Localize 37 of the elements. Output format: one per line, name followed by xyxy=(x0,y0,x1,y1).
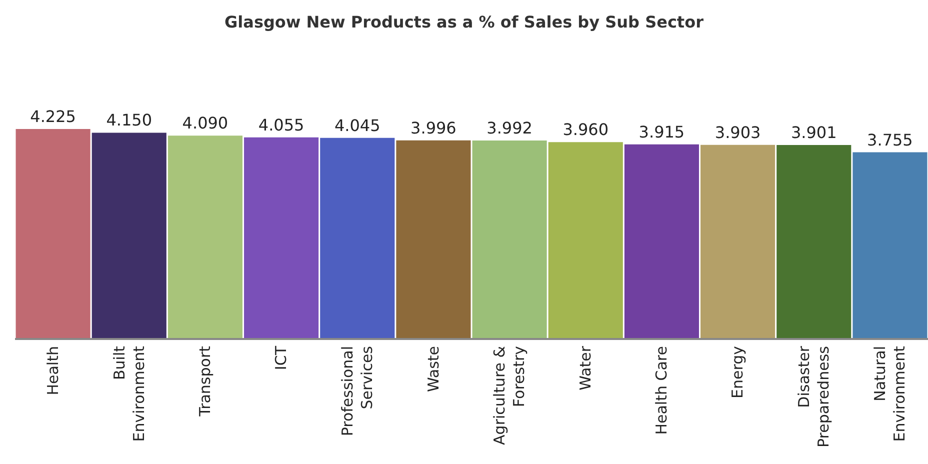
data-label: 3.901 xyxy=(790,123,837,142)
bar xyxy=(396,140,471,338)
chart-title: Glasgow New Products as a % of Sales by Sub Sector xyxy=(224,12,704,32)
data-label: 4.225 xyxy=(30,107,76,126)
data-label: 4.045 xyxy=(334,116,380,135)
bar xyxy=(472,140,547,338)
x-tick-label: Transport xyxy=(196,346,214,418)
x-tick-label: Professional Services xyxy=(338,346,376,436)
data-label: 3.992 xyxy=(486,118,532,138)
data-label: 3.960 xyxy=(562,120,609,140)
x-tick-label: Agriculture & Forestry xyxy=(490,346,528,445)
x-tick-label: ICT xyxy=(272,345,290,370)
x-tick-label: Disaster Preparedness xyxy=(794,345,832,448)
bar xyxy=(624,144,699,338)
data-label: 3.996 xyxy=(410,118,456,138)
bar xyxy=(548,142,623,338)
x-tick-label: Health xyxy=(44,346,62,396)
bar xyxy=(700,144,776,338)
data-label: 4.090 xyxy=(182,114,228,133)
bar xyxy=(16,129,90,338)
data-label: 3.755 xyxy=(867,130,913,150)
x-tick-label: Built Environment xyxy=(110,346,148,442)
bar xyxy=(852,152,928,338)
bar xyxy=(92,132,166,338)
x-tick-label: Energy xyxy=(728,346,747,399)
bar xyxy=(168,136,242,338)
data-label: 4.150 xyxy=(106,110,152,130)
data-label: 3.915 xyxy=(638,122,685,142)
x-tick-label: Waste xyxy=(424,346,442,392)
data-label: 4.055 xyxy=(258,115,304,134)
x-tick-label: Health Care xyxy=(652,346,671,435)
x-tick-label: Water xyxy=(576,345,594,390)
bar xyxy=(244,137,319,338)
data-label: 3.903 xyxy=(714,122,761,142)
x-tick-label: Natural Environment xyxy=(871,346,909,442)
bar xyxy=(320,138,395,338)
bar xyxy=(776,145,852,338)
